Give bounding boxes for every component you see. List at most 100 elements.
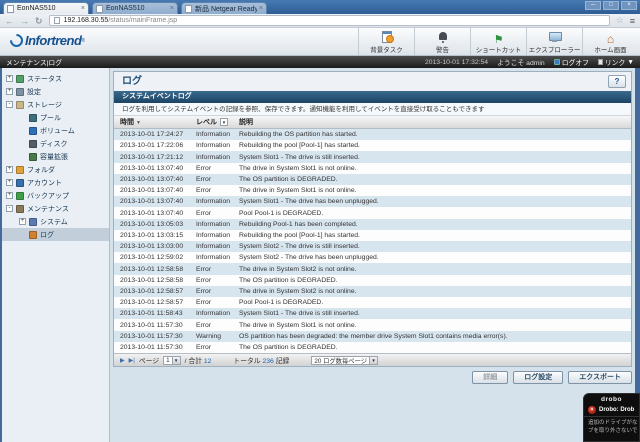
sidebar-item[interactable]: + ステータス xyxy=(2,72,109,85)
action-button[interactable]: エクスポート xyxy=(568,371,632,384)
table-row[interactable]: 2013-10-01 17:24:27 Information Rebuildi… xyxy=(114,129,631,141)
sidebar-item[interactable]: ディスク xyxy=(2,137,109,150)
tree-expander-icon[interactable]: + xyxy=(6,75,13,82)
window-minimize-button[interactable]: ─ xyxy=(585,1,601,10)
cell-time: 2013-10-01 12:59:02 xyxy=(120,254,184,262)
header-button[interactable]: 警告 xyxy=(414,28,470,55)
table-row[interactable]: 2013-10-01 11:57:30 Error The OS partiti… xyxy=(114,341,631,354)
url-path: /status/mainFrame.jsp xyxy=(108,17,178,24)
table-row[interactable]: 2013-10-01 13:07:40 Error The drive in S… xyxy=(114,162,631,174)
capacity-icon xyxy=(29,152,37,161)
forward-icon[interactable]: → xyxy=(20,15,29,26)
links-menu[interactable]: リンク ▼ xyxy=(597,57,634,67)
last-page-icon[interactable]: ▶| xyxy=(128,357,135,364)
table-row[interactable]: 2013-10-01 13:03:15 Information Rebuildi… xyxy=(114,229,631,242)
action-button[interactable]: ログ設定 xyxy=(513,371,564,384)
tree-expander-icon[interactable]: - xyxy=(6,101,13,108)
sidebar-item[interactable]: ボリューム xyxy=(2,124,109,137)
sidebar-item[interactable]: + バックアップ xyxy=(2,189,109,202)
browser-tab[interactable]: EonNAS510 × xyxy=(92,2,178,14)
cell-level: Error xyxy=(196,265,212,273)
tree-expander-icon[interactable]: + xyxy=(19,218,26,225)
header-button[interactable]: エクスプローラー xyxy=(526,28,582,55)
table-row[interactable]: 2013-10-01 17:22:06 Information Rebuildi… xyxy=(114,140,631,152)
table-row[interactable]: 2013-10-01 13:07:40 Error The OS partiti… xyxy=(114,173,631,186)
tree-expander-icon[interactable]: + xyxy=(6,88,13,95)
header-button-label: 警告 xyxy=(436,46,449,54)
level-filter-dropdown[interactable]: ▼ xyxy=(220,118,228,127)
tab-title: EonNAS510 xyxy=(17,5,56,12)
table-row[interactable]: 2013-10-01 17:21:12 Information System S… xyxy=(114,151,631,163)
cell-time: 2013-10-01 11:58:43 xyxy=(120,310,183,318)
tab-close-icon[interactable]: × xyxy=(258,5,263,12)
table-row[interactable]: 2013-10-01 11:58:43 Information System S… xyxy=(114,308,631,320)
table-row[interactable]: 2013-10-01 12:58:58 Error The OS partiti… xyxy=(114,274,631,286)
tree-expander-icon[interactable]: - xyxy=(6,205,13,212)
cell-level: Information xyxy=(196,153,231,161)
header-button[interactable]: 背景タスク xyxy=(358,28,414,55)
chevron-down-icon: ▼ xyxy=(171,356,180,364)
sidebar-item[interactable]: プール xyxy=(2,111,109,124)
tab-system-event-log[interactable]: システムイベントログ xyxy=(114,91,631,103)
table-row[interactable]: 2013-10-01 13:05:03 Information Rebuildi… xyxy=(114,218,631,230)
help-button[interactable]: ? xyxy=(608,75,626,88)
page-select[interactable]: 1 ▼ xyxy=(163,355,181,365)
bookmark-star-icon[interactable]: ☆ xyxy=(615,15,624,25)
table-row[interactable]: 2013-10-01 12:58:57 Error Pool Pool-1 is… xyxy=(114,297,631,309)
column-header-description[interactable]: 説明 xyxy=(239,119,253,126)
column-header-level[interactable]: レベル ▼ xyxy=(196,118,228,127)
window-maximize-button[interactable]: □ xyxy=(603,1,619,10)
reload-icon[interactable]: ↻ xyxy=(35,15,43,26)
sidebar-item-label: ディスク xyxy=(40,140,68,148)
browser-tab[interactable]: EonNAS510 × xyxy=(3,2,89,14)
table-row[interactable]: 2013-10-01 12:58:57 Error The drive in S… xyxy=(114,285,631,298)
logoff-button[interactable]: ログオフ xyxy=(553,57,589,67)
table-row[interactable]: 2013-10-01 13:03:00 Information System S… xyxy=(114,241,631,253)
table-row[interactable]: 2013-10-01 13:07:40 Error The drive in S… xyxy=(114,185,631,197)
header-button[interactable]: ホーム画面 xyxy=(582,28,638,55)
sidebar-item[interactable]: + アカウント xyxy=(2,176,109,189)
address-bar[interactable]: 192.168.30.55 /status/mainFrame.jsp xyxy=(48,15,610,26)
cell-level: Information xyxy=(196,243,231,251)
total-records-text: トータル 236 記録 xyxy=(233,358,290,365)
browser-tab[interactable]: 新品 Netgear ReadyNAS × xyxy=(181,2,267,14)
sort-icon: ▼ xyxy=(136,120,141,126)
cell-time: 2013-10-01 13:05:03 xyxy=(120,220,184,228)
tree-expander-icon[interactable]: + xyxy=(6,166,13,173)
browser-menu-icon[interactable]: ≡ xyxy=(629,15,635,26)
tab-close-icon[interactable]: × xyxy=(80,5,85,12)
window-close-button[interactable]: × xyxy=(621,1,637,10)
table-row[interactable]: 2013-10-01 12:59:02 Information System S… xyxy=(114,252,631,264)
chevron-down-icon: ▼ xyxy=(369,356,378,364)
sidebar-item[interactable]: - ストレージ xyxy=(2,98,109,111)
breadcrumb: メンテナンス|ログ xyxy=(6,60,63,67)
shortcut-icon xyxy=(492,30,506,43)
next-page-icon[interactable]: ▶ xyxy=(120,357,125,364)
sidebar-item[interactable]: + 設定 xyxy=(2,85,109,98)
sidebar-item[interactable]: ログ xyxy=(2,228,109,241)
action-button[interactable]: 詳細 xyxy=(472,371,509,384)
table-row[interactable]: 2013-10-01 12:58:58 Error The drive in S… xyxy=(114,263,631,275)
cell-level: Error xyxy=(196,321,212,329)
tree-expander-icon[interactable]: + xyxy=(6,179,13,186)
status-bar: メンテナンス|ログ 2013-10-01 17:32:54 ようこそ admin… xyxy=(0,56,640,68)
sidebar-item[interactable]: + システム xyxy=(2,215,109,228)
back-icon[interactable]: ← xyxy=(5,15,14,26)
column-header-time[interactable]: 時間 ▼ xyxy=(120,119,141,126)
sidebar-item[interactable]: + フォルダ xyxy=(2,163,109,176)
tab-close-icon[interactable]: × xyxy=(169,5,174,12)
explorer-icon xyxy=(548,30,562,43)
tree-expander-icon[interactable]: + xyxy=(6,192,13,199)
per-page-select[interactable]: 20 ログ数毎ページ ▼ xyxy=(311,355,379,365)
table-row[interactable]: 2013-10-01 13:07:40 Error Pool Pool-1 is… xyxy=(114,207,631,219)
table-row[interactable]: 2013-10-01 11:57:30 Error The drive in S… xyxy=(114,319,631,331)
header-button[interactable]: ショートカット xyxy=(470,28,526,55)
sidebar-item-label: フォルダ xyxy=(27,166,55,174)
sidebar-item[interactable]: 容量拡張 xyxy=(2,150,109,163)
table-row[interactable]: 2013-10-01 13:07:40 Information System S… xyxy=(114,196,631,208)
cell-level: Information xyxy=(196,198,231,206)
cell-level: Information xyxy=(196,231,231,239)
drobo-notification-popup[interactable]: drobo × Drobo: Drob 追加のドライブがな ブを取り外さないで xyxy=(583,393,640,442)
sidebar-item[interactable]: - メンテナンス xyxy=(2,202,109,215)
table-row[interactable]: 2013-10-01 11:57:30 Warning OS partition… xyxy=(114,330,631,342)
